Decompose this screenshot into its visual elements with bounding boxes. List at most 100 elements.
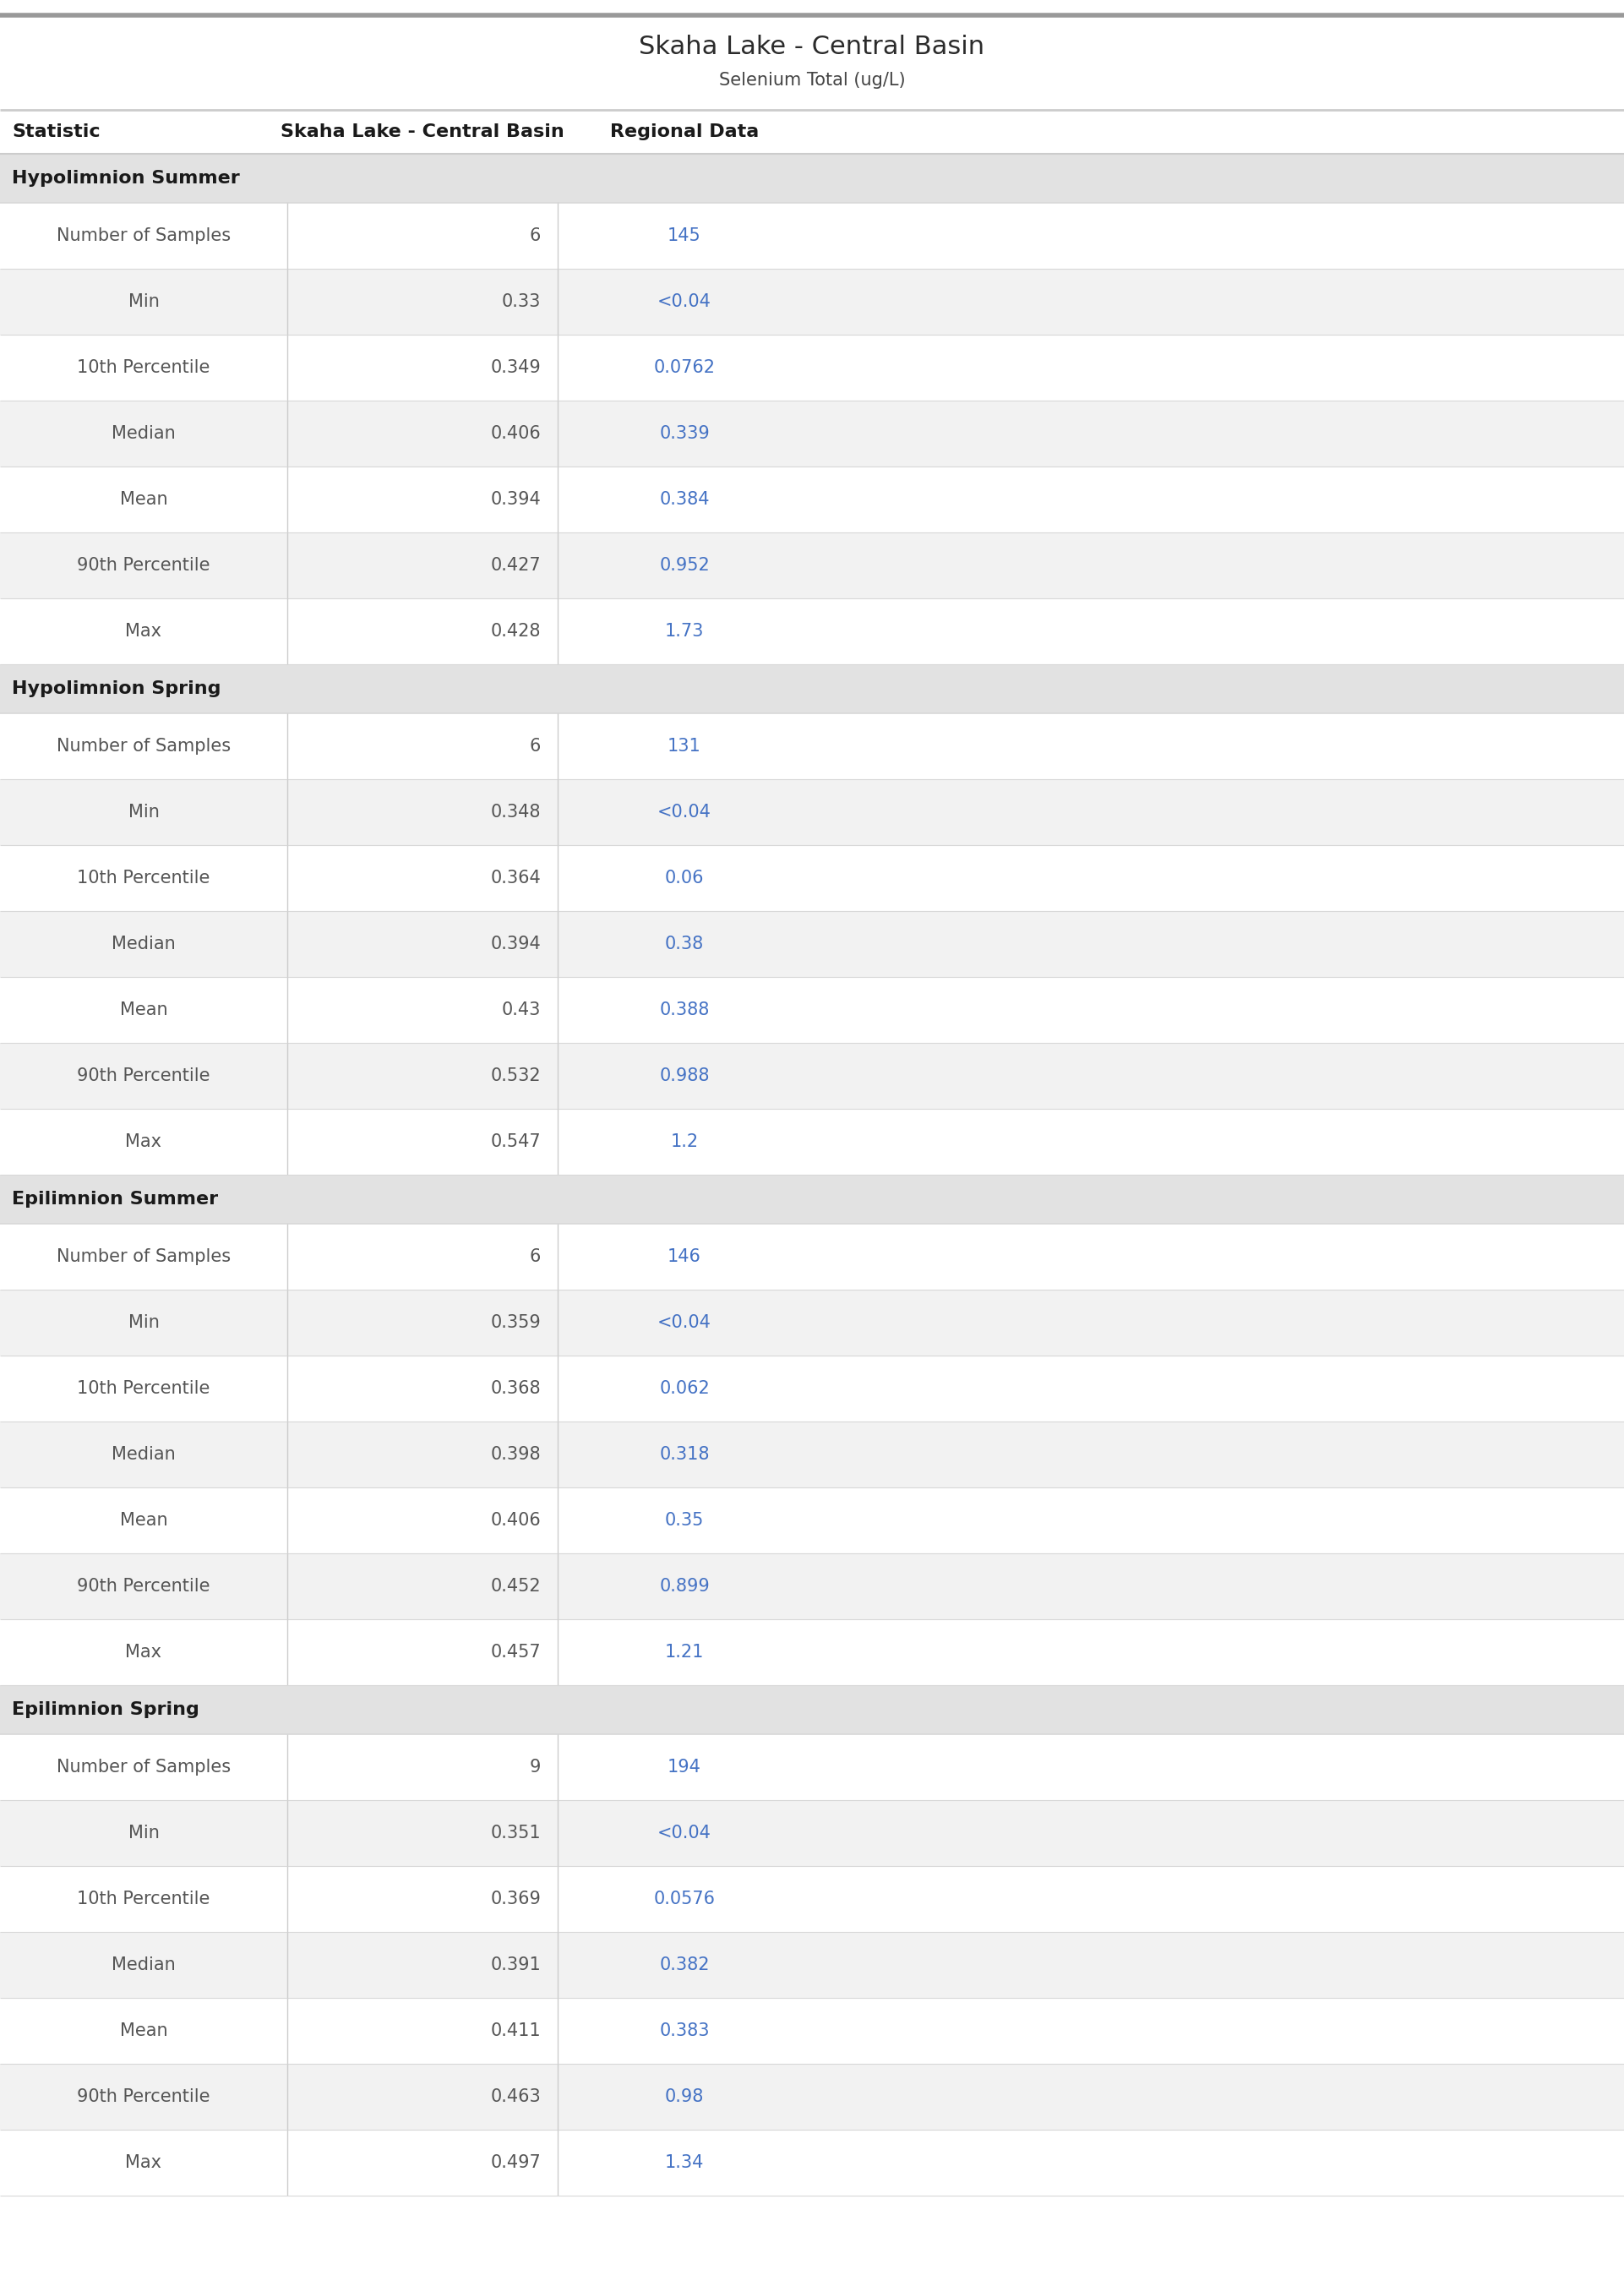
Text: 10th Percentile: 10th Percentile	[78, 359, 209, 377]
Bar	[0, 844, 1624, 910]
Bar	[0, 2063, 1624, 2129]
Text: 90th Percentile: 90th Percentile	[76, 556, 209, 574]
Text: Min: Min	[128, 293, 159, 311]
Text: Min: Min	[128, 1314, 159, 1330]
Text: 10th Percentile: 10th Percentile	[78, 869, 209, 888]
Text: 1.2: 1.2	[671, 1133, 698, 1151]
Text: 0.394: 0.394	[490, 490, 541, 508]
Text: 131: 131	[667, 738, 702, 754]
Bar	[0, 400, 1624, 468]
Text: 0.899: 0.899	[659, 1578, 710, 1596]
Text: 0.349: 0.349	[490, 359, 541, 377]
Text: Skaha Lake - Central Basin: Skaha Lake - Central Basin	[640, 34, 984, 59]
Bar	[0, 533, 1624, 599]
Text: Max: Max	[125, 1643, 162, 1662]
Bar	[0, 1042, 1624, 1108]
Bar	[0, 268, 1624, 334]
Text: 0.463: 0.463	[490, 2088, 541, 2104]
Bar	[0, 1289, 1624, 1355]
Text: 0.359: 0.359	[490, 1314, 541, 1330]
Bar	[0, 665, 1624, 713]
Text: Epilimnion Summer: Epilimnion Summer	[11, 1192, 218, 1208]
Text: 0.383: 0.383	[659, 2023, 710, 2038]
Text: 145: 145	[667, 227, 702, 245]
Text: 0.406: 0.406	[490, 424, 541, 443]
Bar	[0, 2129, 1624, 2195]
Bar	[0, 976, 1624, 1042]
Text: Number of Samples: Number of Samples	[57, 1249, 231, 1264]
Bar	[0, 1487, 1624, 1553]
Text: Min: Min	[128, 804, 159, 822]
Text: Median: Median	[112, 424, 175, 443]
Text: 0.318: 0.318	[659, 1446, 710, 1462]
Text: 90th Percentile: 90th Percentile	[76, 2088, 209, 2104]
Text: 0.43: 0.43	[502, 1001, 541, 1019]
Text: Mean: Mean	[120, 1001, 167, 1019]
Text: 0.427: 0.427	[490, 556, 541, 574]
Bar	[0, 1866, 1624, 1932]
Text: 0.388: 0.388	[659, 1001, 710, 1019]
Text: Skaha Lake - Central Basin: Skaha Lake - Central Basin	[281, 123, 564, 141]
Bar	[0, 109, 1624, 154]
Text: 90th Percentile: 90th Percentile	[76, 1578, 209, 1596]
Text: Number of Samples: Number of Samples	[57, 227, 231, 245]
Text: Epilimnion Spring: Epilimnion Spring	[11, 1700, 200, 1718]
Text: 0.457: 0.457	[490, 1643, 541, 1662]
Bar	[0, 1734, 1624, 1800]
Text: 90th Percentile: 90th Percentile	[76, 1067, 209, 1085]
Text: Median: Median	[112, 1957, 175, 1973]
Bar	[0, 1553, 1624, 1619]
Text: <0.04: <0.04	[658, 1314, 711, 1330]
Text: Max: Max	[125, 2154, 162, 2170]
Text: Median: Median	[112, 1446, 175, 1462]
Text: 6: 6	[529, 227, 541, 245]
Text: 0.452: 0.452	[490, 1578, 541, 1596]
Text: 194: 194	[667, 1759, 702, 1775]
Text: Hypolimnion Spring: Hypolimnion Spring	[11, 681, 221, 697]
Text: 0.33: 0.33	[502, 293, 541, 311]
Text: 6: 6	[529, 1249, 541, 1264]
Text: 1.21: 1.21	[664, 1643, 705, 1662]
Text: 0.384: 0.384	[659, 490, 710, 508]
Text: 0.339: 0.339	[659, 424, 710, 443]
Text: Regional Data: Regional Data	[611, 123, 758, 141]
Text: Number of Samples: Number of Samples	[57, 738, 231, 754]
Text: 0.406: 0.406	[490, 1512, 541, 1528]
Bar	[0, 1108, 1624, 1174]
Bar	[0, 1932, 1624, 1998]
Bar	[0, 202, 1624, 268]
Text: 1.73: 1.73	[664, 622, 705, 640]
Text: 1.34: 1.34	[664, 2154, 705, 2170]
Text: 146: 146	[667, 1249, 702, 1264]
Text: 0.348: 0.348	[490, 804, 541, 822]
Bar	[0, 1355, 1624, 1421]
Text: Mean: Mean	[120, 2023, 167, 2038]
Text: 6: 6	[529, 738, 541, 754]
Text: Number of Samples: Number of Samples	[57, 1759, 231, 1775]
Bar	[0, 1684, 1624, 1734]
Text: Hypolimnion Summer: Hypolimnion Summer	[11, 170, 240, 186]
Text: 0.062: 0.062	[659, 1380, 710, 1396]
Text: 0.398: 0.398	[490, 1446, 541, 1462]
Text: 0.497: 0.497	[490, 2154, 541, 2170]
Bar	[0, 334, 1624, 400]
Bar	[0, 599, 1624, 665]
Bar	[0, 713, 1624, 779]
Text: <0.04: <0.04	[658, 804, 711, 822]
Text: Max: Max	[125, 1133, 162, 1151]
Text: 0.368: 0.368	[490, 1380, 541, 1396]
Text: 0.547: 0.547	[490, 1133, 541, 1151]
Text: 0.411: 0.411	[490, 2023, 541, 2038]
Text: 0.394: 0.394	[490, 935, 541, 953]
Text: 10th Percentile: 10th Percentile	[78, 1380, 209, 1396]
Text: 0.0576: 0.0576	[653, 1891, 715, 1907]
Text: 0.0762: 0.0762	[653, 359, 715, 377]
Bar	[0, 1421, 1624, 1487]
Bar	[0, 910, 1624, 976]
Text: 0.35: 0.35	[664, 1512, 705, 1528]
Bar	[0, 1619, 1624, 1684]
Bar	[0, 1224, 1624, 1289]
Text: 0.391: 0.391	[490, 1957, 541, 1973]
Text: 0.06: 0.06	[664, 869, 705, 888]
Text: Max: Max	[125, 622, 162, 640]
